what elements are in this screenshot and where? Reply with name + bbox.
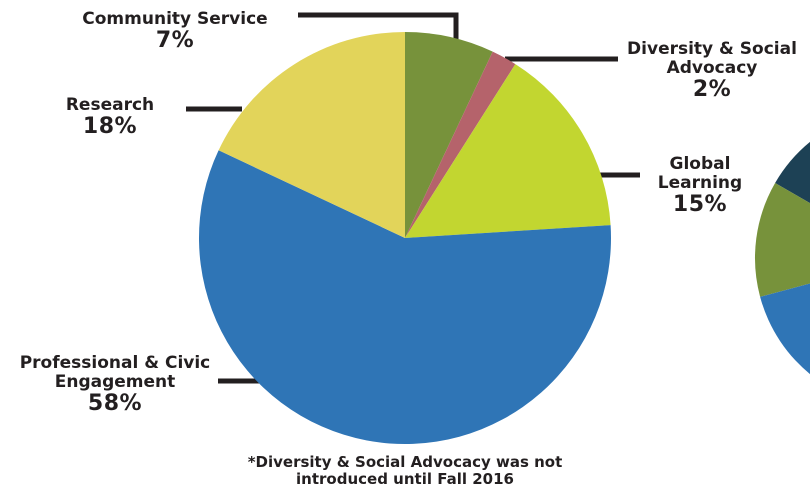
label-community-service-name: Community Service	[82, 9, 268, 29]
label-professional-name-line1: Professional & Civic	[19, 353, 211, 373]
leader-lines	[186, 12, 640, 384]
second-pie-segment-3	[760, 283, 810, 374]
label-diversity-value: 2%	[692, 77, 732, 103]
footnote-line-2: introduced until Fall 2016	[296, 469, 514, 488]
slice-professional-civic-engagement	[198, 150, 611, 445]
slice-global-learning	[405, 64, 611, 238]
label-global-value: 15%	[672, 192, 728, 218]
label-professional-value: 58%	[87, 391, 143, 417]
label-diversity-social-advocacy: Diversity & Social Advocacy 2%	[612, 39, 810, 103]
slice-diversity-social-advocacy	[405, 51, 516, 238]
label-community-service: Community Service 7%	[70, 9, 280, 54]
label-global-learning: Global Learning 15%	[635, 154, 765, 218]
partial-second-pie	[755, 142, 810, 374]
second-pie-segment-2	[755, 183, 810, 297]
label-research: Research 18%	[40, 95, 180, 140]
pie-slices	[198, 32, 611, 445]
label-global-name-line2: Learning	[657, 173, 743, 194]
label-community-service-value: 7%	[155, 28, 195, 54]
footnote: *Diversity & Social Advocacy was not int…	[215, 454, 595, 488]
slice-community-service	[405, 32, 493, 238]
label-professional-name-line2: Engagement	[54, 372, 176, 393]
slice-research	[218, 32, 405, 238]
label-global-name-line1: Global	[669, 154, 731, 174]
footnote-line-1: *Diversity & Social Advocacy was not	[247, 453, 563, 471]
second-pie-segment-1	[775, 142, 810, 204]
label-research-name: Research	[65, 95, 155, 115]
leader-line-community	[298, 12, 459, 42]
label-research-value: 18%	[82, 114, 138, 140]
label-professional-civic-engagement: Professional & Civic Engagement 58%	[0, 353, 230, 417]
label-diversity-name-line1: Diversity & Social	[627, 39, 797, 59]
label-diversity-name-line2: Advocacy	[666, 58, 758, 79]
